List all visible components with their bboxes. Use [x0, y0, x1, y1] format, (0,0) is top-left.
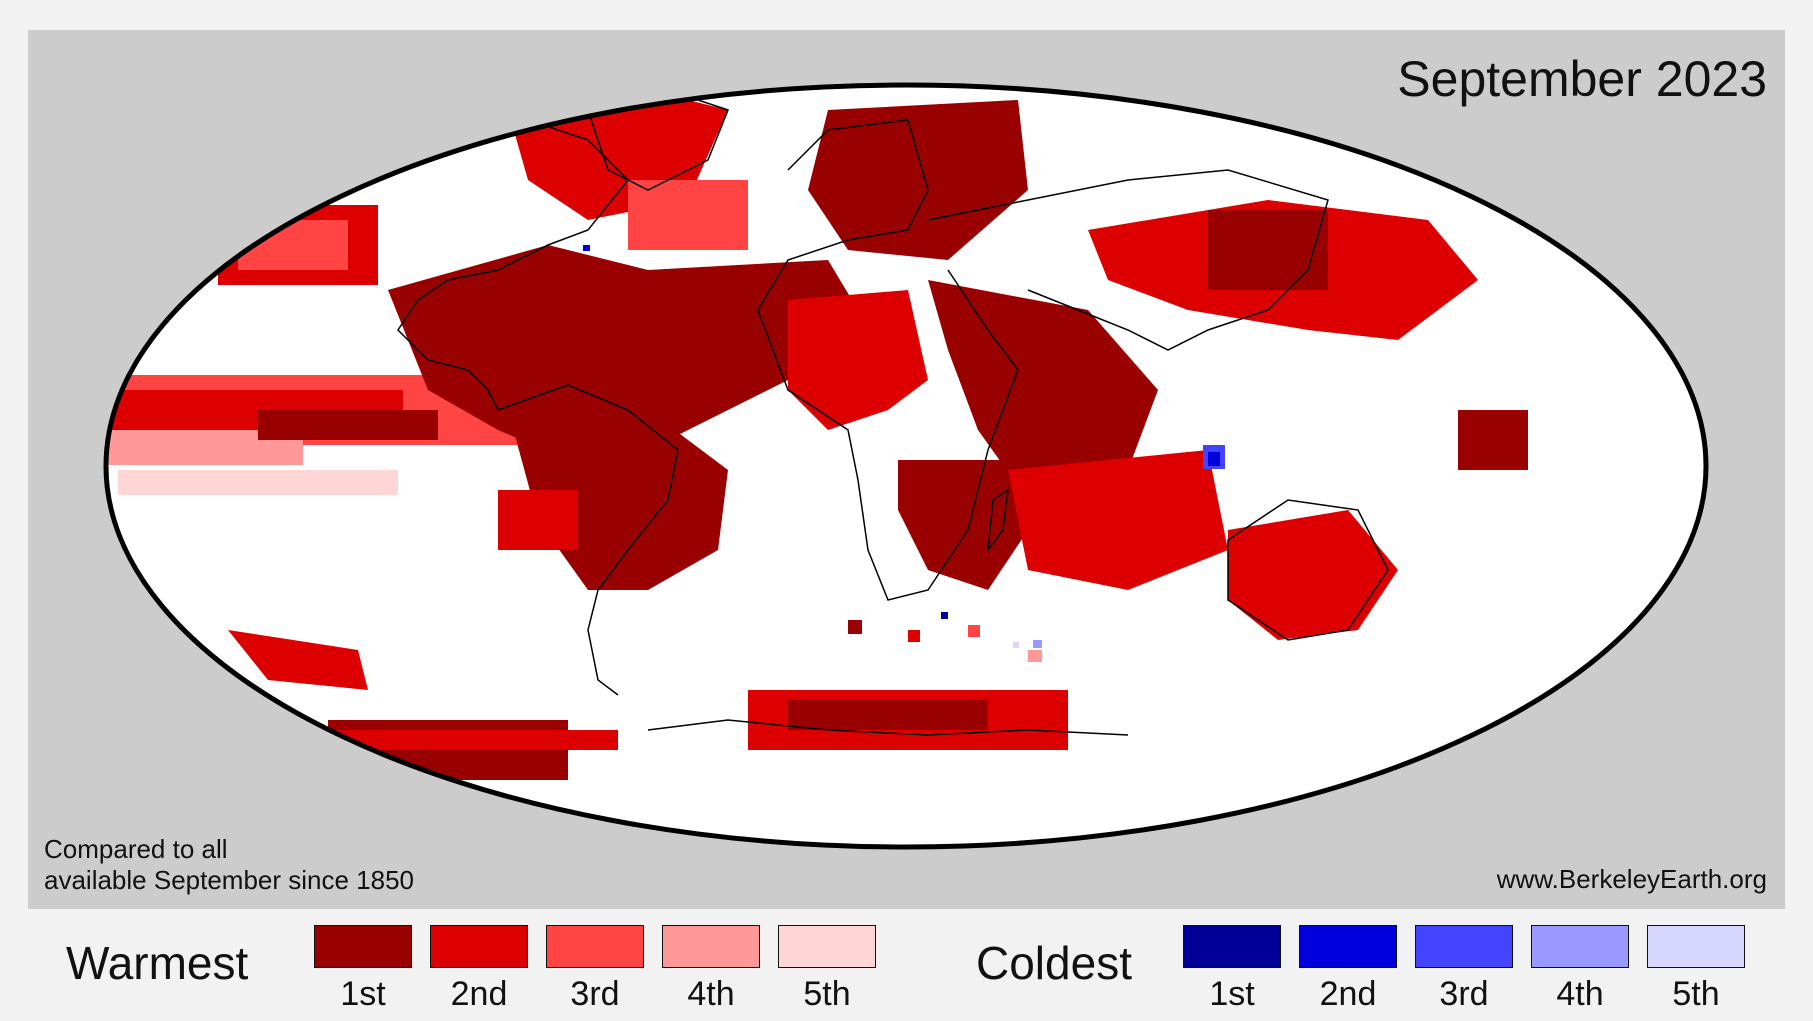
map-title: September 2023 [1397, 51, 1767, 107]
warm-swatch-3 [546, 925, 644, 968]
warm-label-5: 5th [803, 975, 851, 1013]
anomaly-layer [106, 90, 1528, 780]
cold-label-1: 1st [1209, 975, 1255, 1013]
cold-label-3: 3rd [1439, 975, 1489, 1013]
cold-swatch-3 [1415, 925, 1513, 968]
cold-swatch-4 [1531, 925, 1629, 968]
warm-label-1: 1st [340, 975, 386, 1013]
warm-swatch-2 [430, 925, 528, 968]
legend-warmest-heading: Warmest [66, 937, 249, 989]
comparison-note-line2: available September since 1850 [44, 865, 415, 895]
cold-label-4: 4th [1556, 975, 1604, 1013]
cold-swatch-5 [1647, 925, 1745, 968]
source-url: www.BerkeleyEarth.org [1496, 864, 1767, 894]
globe-outline [103, 82, 1709, 850]
cold-label-2: 2nd [1319, 975, 1377, 1013]
warm-swatch-4 [662, 925, 760, 968]
legend-coldest-heading: Coldest [976, 937, 1132, 989]
coastlines [387, 89, 1389, 736]
comparison-note-line1: Compared to all [44, 834, 228, 864]
warm-label-3: 3rd [570, 975, 620, 1013]
cold-swatch-1 [1183, 925, 1281, 968]
warm-swatch-1 [314, 925, 412, 968]
warm-label-2: 2nd [450, 975, 508, 1013]
cold-swatch-2 [1299, 925, 1397, 968]
comparison-note: Compared to all available September sinc… [44, 834, 414, 896]
world-map [103, 82, 1709, 850]
map-panel: September 2023 Compared to all available… [28, 30, 1785, 909]
warm-label-4: 4th [687, 975, 735, 1013]
warm-swatch-5 [778, 925, 876, 968]
cold-label-5: 5th [1672, 975, 1720, 1013]
